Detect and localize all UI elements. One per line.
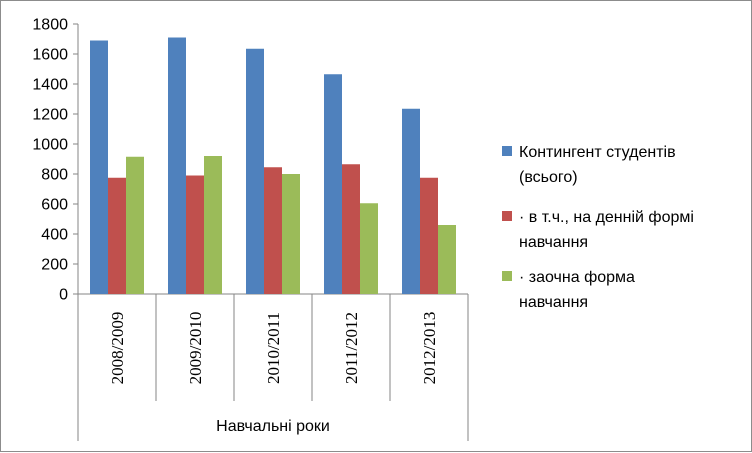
y-axis-ticks: 0 200 400 600 800 1000 1200 1400 1600 1800 [32,17,78,304]
bar-series-3-2012-2013 [438,225,456,294]
legend-label-2: навчання [519,234,588,251]
x-category-label: 2012/2013 [420,312,439,385]
x-category-label: 2011/2012 [342,312,361,384]
legend-label-1: (всього) [519,169,578,186]
bars [90,37,456,294]
bar-series-2-2008-2009 [108,177,126,294]
bar-series-1-2009-2010 [168,37,186,294]
bar-series-3-2011-2012 [360,203,378,294]
y-tick-label: 400 [41,227,68,244]
x-axis-categories: 2008/2009 2009/2010 2010/2011 2011/2012 2012… [108,312,439,385]
x-category-label: 2009/2010 [186,312,205,385]
y-tick-label: 600 [41,197,68,214]
legend-swatch-2 [502,211,512,221]
legend-label-3: навчання [519,294,588,311]
y-tick-label: 1400 [32,77,68,94]
bar-series-1-2011-2012 [324,74,342,294]
bar-series-3-2010-2011 [282,174,300,294]
bar-series-2-2010-2011 [264,167,282,294]
bar-series-2-2009-2010 [186,175,204,294]
bar-series-1-2012-2013 [402,108,420,294]
y-tick-label: 1600 [32,47,68,64]
x-category-label: 2010/2011 [264,312,283,384]
legend-label-2: · в т.ч., на денній формі [519,209,694,226]
x-category-label: 2008/2009 [108,312,127,385]
legend-swatch-3 [502,271,512,281]
y-tick-label: 0 [59,287,68,304]
legend-label-1: Контингент студентів [519,144,676,161]
x-axis-title: Навчальні роки [216,418,330,435]
bar-series-3-2009-2010 [204,156,222,294]
y-tick-label: 1800 [32,17,68,34]
bar-series-1-2010-2011 [246,48,264,294]
legend-swatch-1 [502,146,512,156]
legend: Контингент студентів (всього) · в т.ч., на… [502,144,694,311]
y-tick-label: 800 [41,167,68,184]
y-tick-label: 1200 [32,107,68,124]
legend-label-3: · заочна форма [519,269,635,286]
y-tick-label: 200 [41,257,68,274]
bar-series-2-2012-2013 [420,177,438,294]
bar-series-2-2011-2012 [342,164,360,294]
y-tick-label: 1000 [32,137,68,154]
bar-series-1-2008-2009 [90,40,108,294]
bar-series-3-2008-2009 [126,156,144,294]
